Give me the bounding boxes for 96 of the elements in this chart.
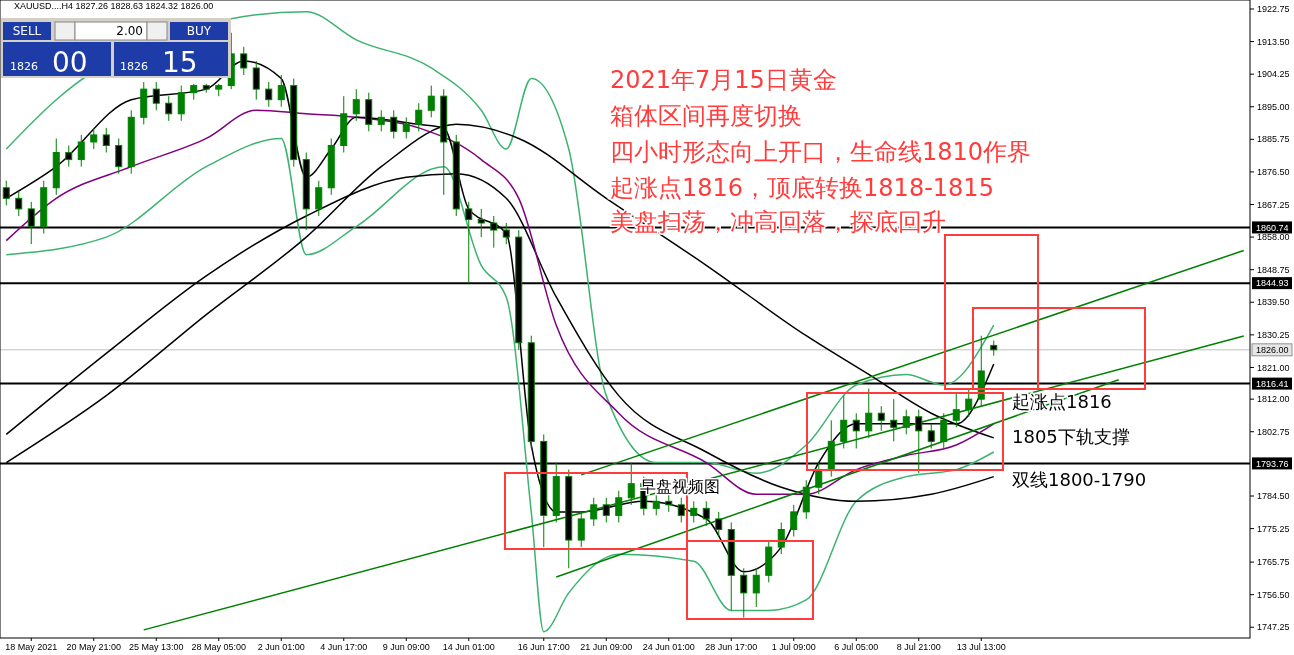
candlestick <box>790 504 798 538</box>
chart-title: XAUUSD....H4 1827.26 1828.63 1824.32 1826.00 <box>14 1 214 11</box>
candlestick <box>615 490 623 523</box>
y-tick-label: 1756.50 <box>1257 589 1290 600</box>
candlestick <box>152 81 160 111</box>
annotation: 1805下轨支撑 <box>1012 426 1130 447</box>
candlestick <box>627 462 635 506</box>
annotation: 1826 <box>10 60 38 73</box>
candlestick <box>415 102 423 132</box>
annotation: BUY <box>186 24 212 39</box>
candlestick <box>690 500 698 523</box>
candlestick <box>940 412 948 449</box>
candlestick <box>890 398 898 442</box>
candlestick <box>165 95 173 122</box>
candlestick <box>852 412 860 449</box>
candlestick <box>315 180 323 217</box>
candlestick <box>115 137 123 175</box>
candlestick <box>865 388 873 439</box>
y-tick-label: 1848.75 <box>1257 264 1290 275</box>
candlestick <box>815 462 823 495</box>
candlestick <box>90 127 98 150</box>
x-tick-label: 20 May 21:00 <box>66 642 122 653</box>
x-tick-label: 6 Jul 05:00 <box>834 642 879 653</box>
x-tick-label: 24 Jun 01:00 <box>642 642 695 653</box>
candlestick <box>77 134 85 168</box>
candlestick <box>752 567 760 608</box>
x-tick-label: 9 Jun 09:00 <box>382 642 430 653</box>
x-tick-label: 28 May 05:00 <box>191 642 247 653</box>
y-tick-label: 1922.75 <box>1257 4 1290 15</box>
candlestick <box>277 74 285 108</box>
candlestick <box>402 116 410 139</box>
candlestick <box>602 497 610 523</box>
y-tick-label: 1830.25 <box>1257 330 1290 340</box>
y-tick-label: 1747.25 <box>1257 622 1290 633</box>
candlestick <box>102 127 110 154</box>
x-tick-label: 18 May 2021 <box>5 642 58 653</box>
candlestick <box>840 395 848 449</box>
ref-line-label: 1793.76 <box>1256 458 1289 469</box>
y-tick-label: 1812.00 <box>1257 394 1290 405</box>
x-tick-label: 8 Jul 21:00 <box>896 642 941 653</box>
candlestick <box>390 109 398 139</box>
x-tick-label: 13 Jul 13:00 <box>956 642 1006 653</box>
y-tick-label: 1775.25 <box>1257 523 1290 534</box>
candlestick <box>877 405 885 432</box>
x-tick-label: 1 Jul 09:00 <box>771 642 816 653</box>
y-tick-label: 1821.00 <box>1257 362 1290 373</box>
annotation: 四小时形态向上开口，生命线1810作界 <box>610 138 1032 166</box>
candlestick <box>902 409 910 435</box>
ref-line-label: 1826.00 <box>1256 344 1289 355</box>
x-tick-label: 21 Jun 09:00 <box>580 642 633 653</box>
annotation: 1826 <box>120 60 148 73</box>
annotation: 15 <box>162 46 198 79</box>
candlestick <box>65 145 73 168</box>
annotation: 箱体区间再度切换 <box>610 102 802 130</box>
y-tick-label: 1802.75 <box>1257 426 1290 437</box>
candlestick <box>352 88 360 122</box>
y-tick-label: 1876.50 <box>1257 167 1290 178</box>
x-tick-label: 4 Jun 17:00 <box>320 642 368 653</box>
candlestick <box>965 388 973 418</box>
ref-line-label: 1844.93 <box>1256 278 1289 289</box>
candlestick <box>952 391 960 428</box>
x-tick-label: 25 May 13:00 <box>128 642 184 653</box>
annotation: 双线1800-1790 <box>1012 469 1147 490</box>
x-tick-label: 16 Jun 17:00 <box>517 642 570 653</box>
candlestick <box>927 423 935 449</box>
candlestick <box>702 500 710 527</box>
candlestick <box>652 493 660 516</box>
annotation: 2.00 <box>116 24 143 39</box>
annotation: 2021年7月15日黄金 <box>610 66 837 94</box>
annotation: 起涨点1816，顶底转换1818-1815 <box>610 174 994 202</box>
x-tick-label: 14 Jun 01:00 <box>442 642 495 653</box>
candlestick <box>715 511 723 538</box>
y-tick-label: 1839.50 <box>1257 297 1290 308</box>
y-tick-label: 1867.25 <box>1257 199 1290 210</box>
y-tick-label: 1784.50 <box>1257 491 1290 502</box>
y-tick-label: 1904.25 <box>1257 69 1290 80</box>
ref-line-label: 1860.74 <box>1256 222 1289 233</box>
candlestick <box>377 109 385 132</box>
y-tick-label: 1895.00 <box>1257 101 1290 112</box>
candlestick <box>427 85 435 118</box>
x-tick-label: 28 Jun 17:00 <box>705 642 758 653</box>
y-tick-label: 1858.00 <box>1257 232 1290 243</box>
candlestick <box>265 81 273 108</box>
annotation: 00 <box>52 46 88 79</box>
ref-line-label: 1816.41 <box>1256 378 1289 389</box>
x-tick-label: 2 Jun 01:00 <box>257 642 305 653</box>
candlestick <box>590 497 598 527</box>
candlestick <box>777 521 785 555</box>
candlestick <box>177 85 185 122</box>
y-tick-label: 1765.75 <box>1257 557 1290 568</box>
y-tick-label: 1913.50 <box>1257 36 1290 47</box>
candlestick <box>15 190 23 217</box>
annotation: SELL <box>12 24 42 39</box>
candlestick <box>677 497 685 523</box>
y-tick-label: 1885.75 <box>1257 134 1290 145</box>
candlestick <box>577 511 585 548</box>
